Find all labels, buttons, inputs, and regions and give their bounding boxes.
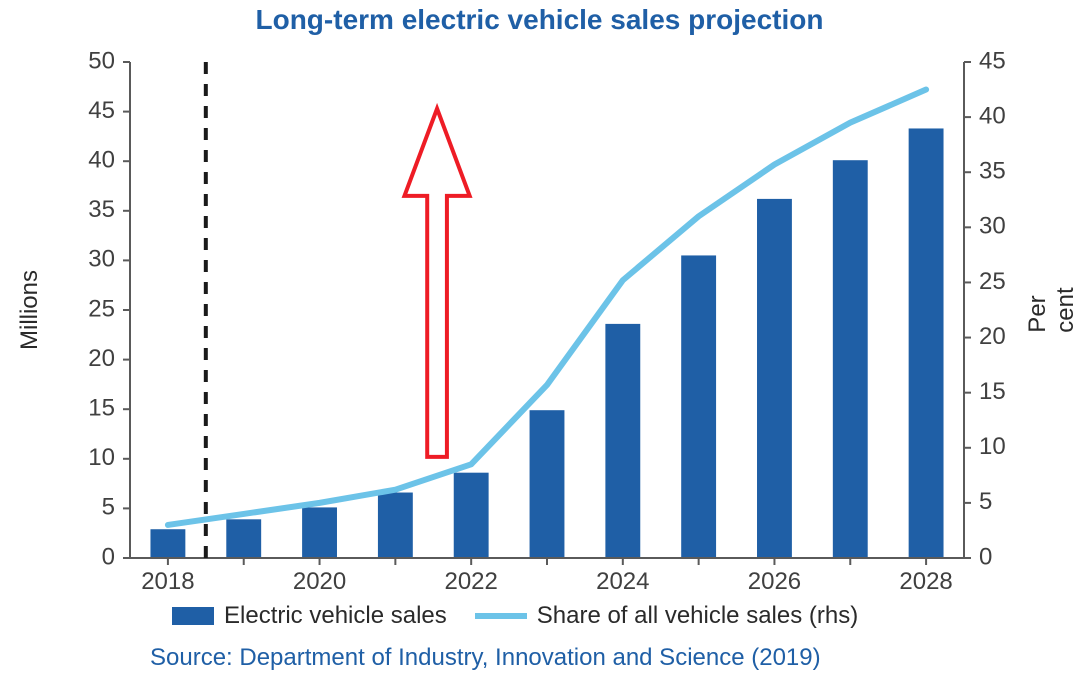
legend-label-line: Share of all vehicle sales (rhs) bbox=[537, 602, 858, 630]
bar bbox=[530, 410, 565, 558]
y-right-tick-label: 0 bbox=[979, 543, 992, 570]
y-left-tick-label: 30 bbox=[88, 246, 115, 273]
y-left-tick-label: 35 bbox=[88, 196, 115, 223]
x-tick-label: 2022 bbox=[444, 568, 497, 595]
y-right-tick-label: 45 bbox=[979, 47, 1006, 74]
legend-label-bars: Electric vehicle sales bbox=[224, 602, 447, 630]
y-left-tick-label: 25 bbox=[88, 295, 115, 322]
x-tick-label: 2028 bbox=[899, 568, 952, 595]
chart-page: Long-term electric vehicle sales project… bbox=[0, 0, 1079, 682]
bar bbox=[378, 493, 413, 558]
y-right-tick-label: 20 bbox=[979, 323, 1006, 350]
bar bbox=[757, 199, 792, 558]
x-tick-label: 2024 bbox=[596, 568, 649, 595]
bar bbox=[226, 519, 261, 558]
y-right-tick-label: 30 bbox=[979, 213, 1006, 240]
source-line: Source: Department of Industry, Innovati… bbox=[150, 644, 821, 672]
y-right-tick-label: 25 bbox=[979, 268, 1006, 295]
bar bbox=[833, 160, 868, 558]
y-right-tick-label: 35 bbox=[979, 158, 1006, 185]
chart-legend: Electric vehicle sales Share of all vehi… bbox=[172, 602, 858, 630]
legend-item-line: Share of all vehicle sales (rhs) bbox=[475, 602, 858, 630]
y-right-tick-label: 40 bbox=[979, 102, 1006, 129]
y-left-tick-label: 15 bbox=[88, 395, 115, 422]
bar bbox=[681, 255, 716, 558]
y-left-tick-label: 5 bbox=[102, 494, 115, 521]
chart-svg: 0510152025303540455005101520253035404520… bbox=[130, 62, 964, 558]
legend-swatch-bar bbox=[172, 607, 214, 625]
x-tick-label: 2026 bbox=[748, 568, 801, 595]
legend-swatch-line bbox=[475, 613, 527, 619]
bar bbox=[605, 324, 640, 558]
y-right-tick-label: 15 bbox=[979, 378, 1006, 405]
bar bbox=[150, 529, 185, 558]
y-left-tick-label: 45 bbox=[88, 97, 115, 124]
y-right-tick-label: 5 bbox=[979, 488, 992, 515]
y-left-tick-label: 20 bbox=[88, 345, 115, 372]
y-left-tick-label: 40 bbox=[88, 147, 115, 174]
annotation-up-arrow bbox=[404, 109, 469, 457]
y-left-tick-label: 50 bbox=[88, 47, 115, 74]
x-tick-label: 2020 bbox=[293, 568, 346, 595]
y-left-tick-label: 0 bbox=[102, 543, 115, 570]
x-tick-label: 2018 bbox=[141, 568, 194, 595]
chart-plot-area: 0510152025303540455005101520253035404520… bbox=[130, 62, 964, 558]
bar bbox=[909, 128, 944, 558]
y-left-tick-label: 10 bbox=[88, 444, 115, 471]
y-right-tick-label: 10 bbox=[979, 433, 1006, 460]
bar bbox=[454, 473, 489, 558]
chart-title: Long-term electric vehicle sales project… bbox=[0, 4, 1079, 36]
y-right-axis-label: Per cent bbox=[1024, 287, 1079, 332]
y-left-axis-label: Millions bbox=[16, 270, 44, 350]
legend-item-bars: Electric vehicle sales bbox=[172, 602, 447, 630]
bar bbox=[302, 507, 337, 558]
